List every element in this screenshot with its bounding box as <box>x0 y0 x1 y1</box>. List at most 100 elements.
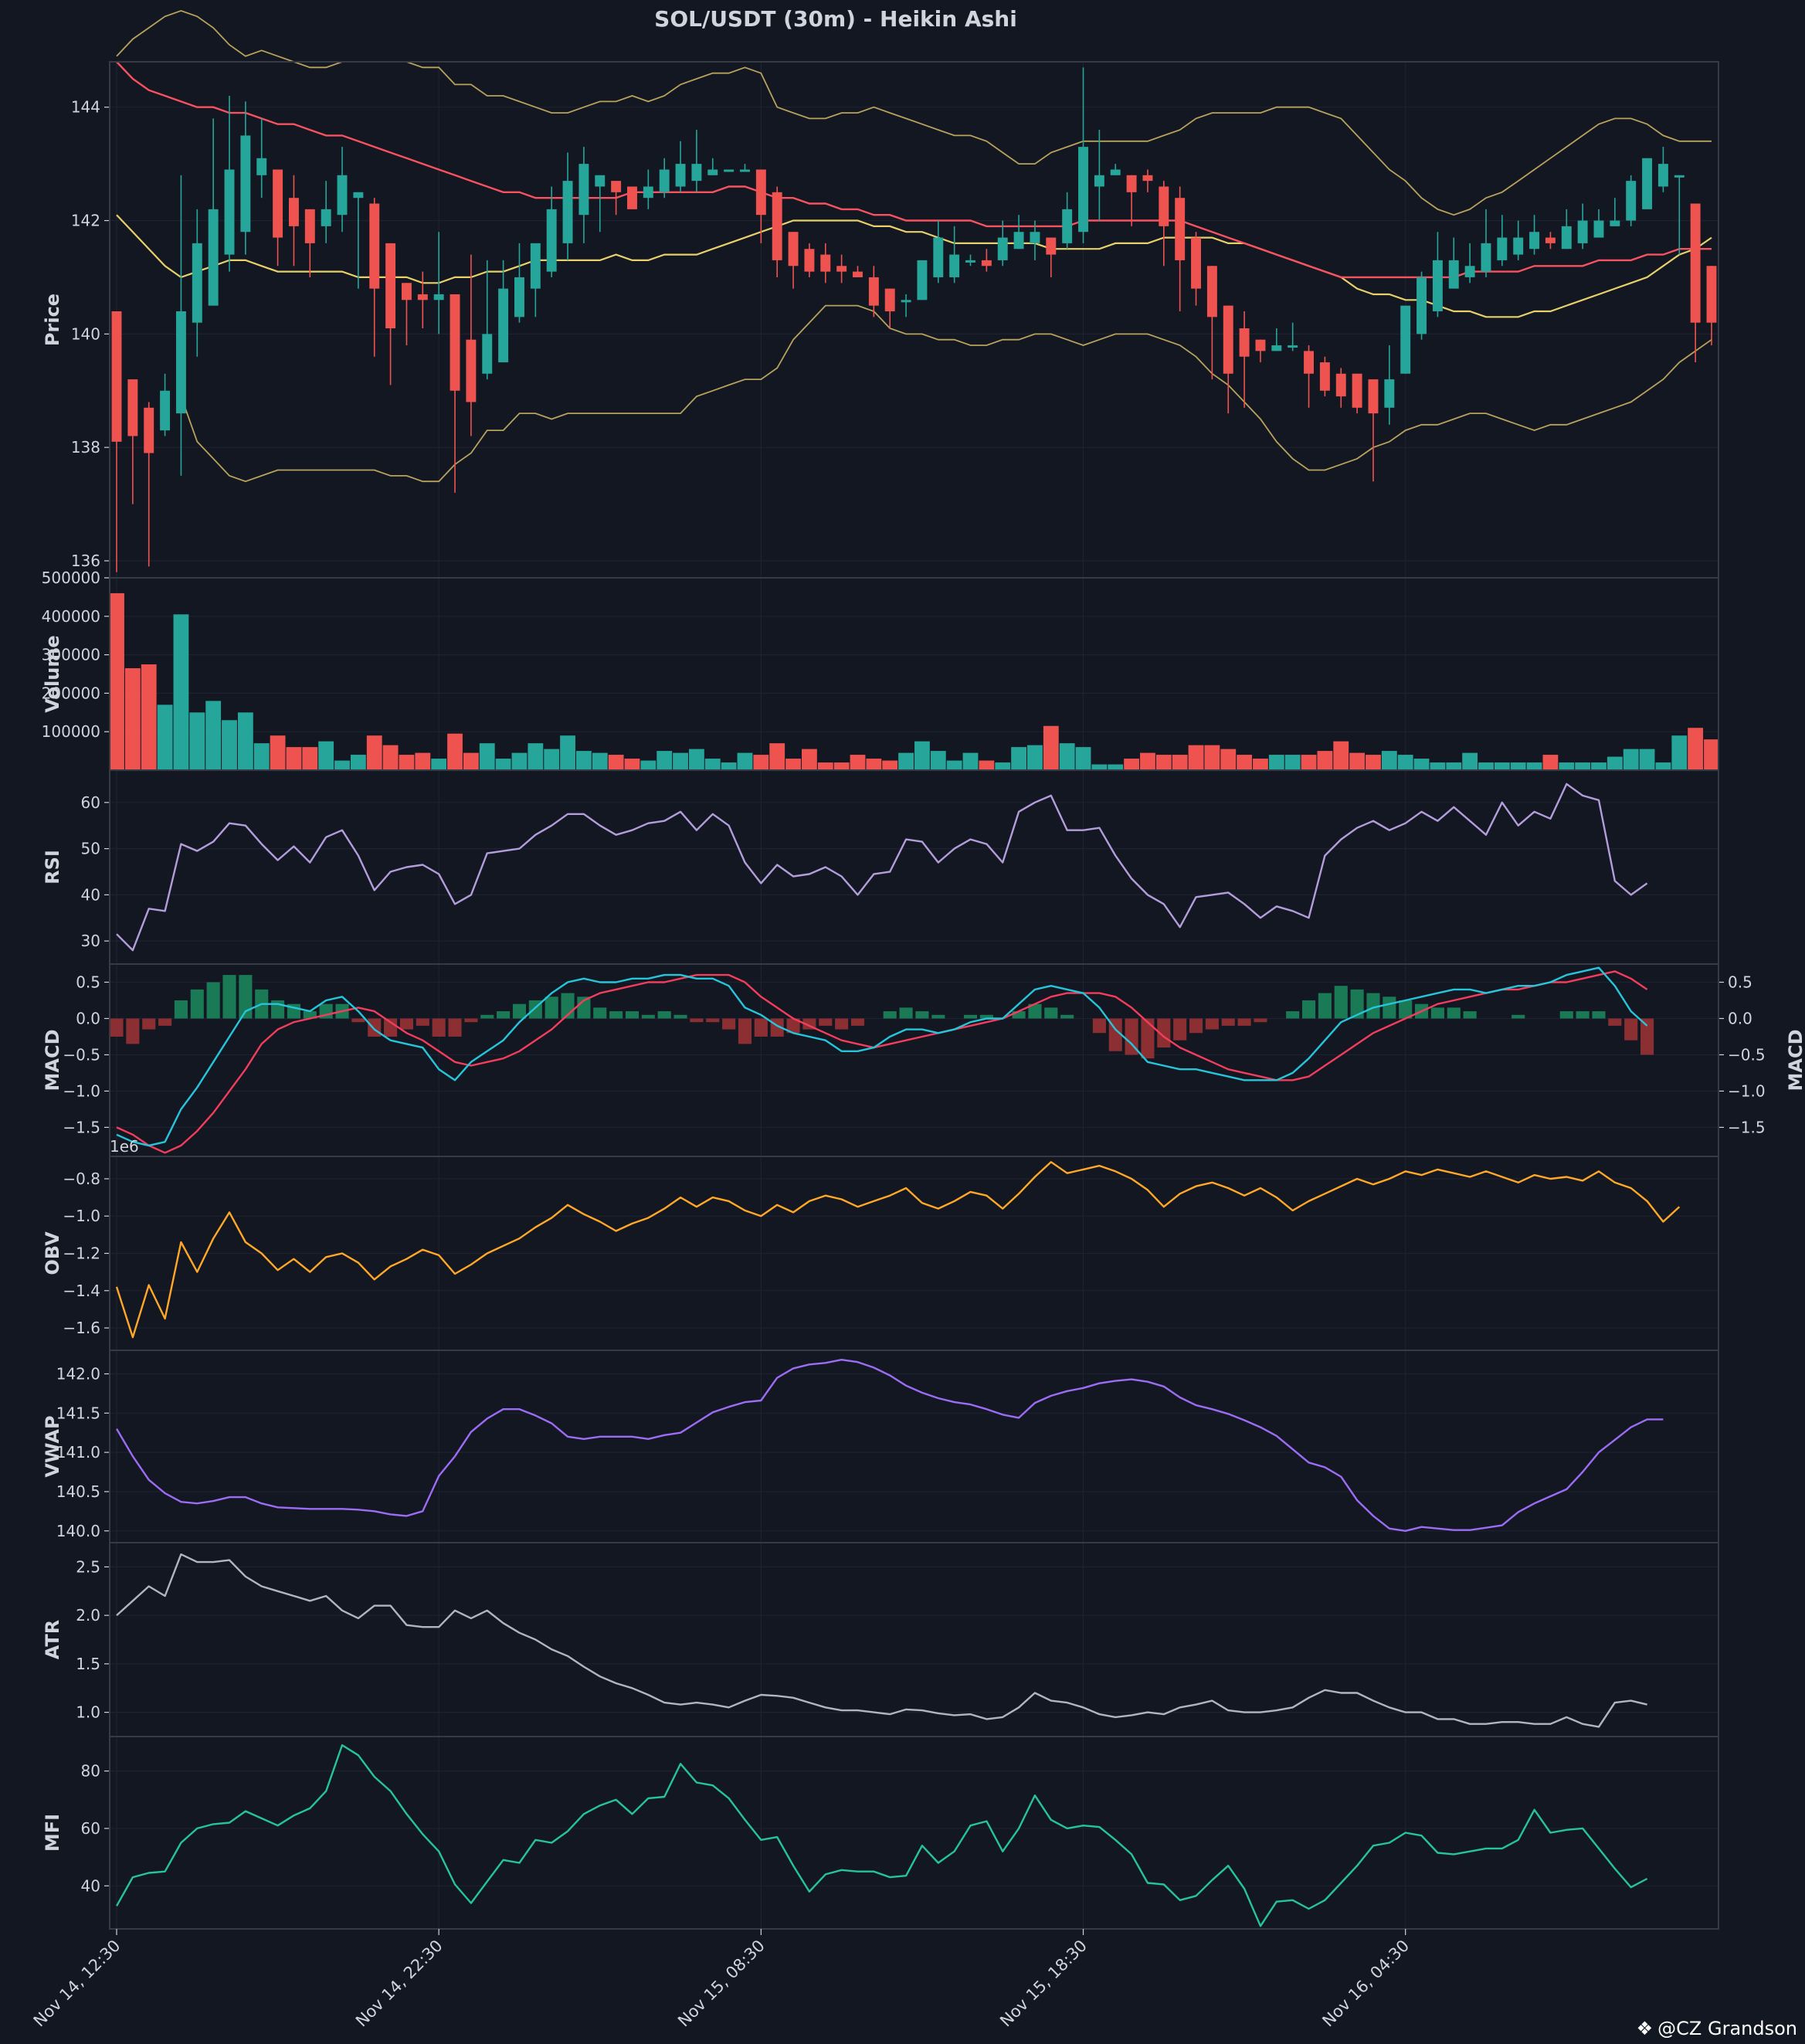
candle-body <box>724 169 735 172</box>
candle-body <box>1368 379 1379 414</box>
candle-body <box>433 294 444 300</box>
volume-bar <box>898 752 914 770</box>
macd-histogram-bar <box>126 1018 140 1044</box>
volume-bar <box>1366 755 1381 770</box>
macd-histogram-bar <box>738 1018 752 1044</box>
volume-axis-label: Volume <box>42 635 63 712</box>
macd-histogram-bar <box>206 982 220 1019</box>
volume-bar <box>592 752 608 770</box>
sma-line <box>116 214 1712 318</box>
macd-histogram-bar <box>706 1018 720 1023</box>
volume-bar <box>157 705 173 770</box>
volume-bar <box>1639 749 1655 770</box>
volume-tick-label: 100000 <box>42 722 100 741</box>
candle-body <box>1674 175 1685 178</box>
volume-bar <box>141 664 157 770</box>
macd-histogram-bar <box>657 1011 671 1019</box>
macd-histogram-bar <box>399 1018 414 1030</box>
volume-bar <box>205 701 222 770</box>
macd-histogram-bar <box>625 1011 640 1019</box>
obv-axis-label: OBV <box>42 1231 63 1275</box>
macd-panel: 0.5 0.5 0.0 0.0 −0.5 −0.5 −1.0 −1.0 −1.5 −1.5 MACD <box>42 973 1766 1136</box>
volume-bar <box>1623 749 1639 770</box>
volume-bar <box>1220 749 1237 770</box>
macd-histogram-bar <box>1318 993 1332 1019</box>
price-panel: 136 138 140 142 144 Price <box>42 98 1718 570</box>
macd-histogram-bar <box>963 1014 978 1019</box>
macd-histogram-bar <box>1334 986 1348 1019</box>
candle-body <box>804 249 815 272</box>
macd-histogram-bar <box>1592 1011 1606 1019</box>
macd-histogram-bar <box>1028 1003 1042 1019</box>
candle-body <box>1513 237 1524 255</box>
macd-histogram-bar <box>883 1011 897 1019</box>
macd-histogram-bar <box>1237 1018 1251 1026</box>
macd-tick-label: 0.5 <box>76 973 100 991</box>
volume-bar <box>1655 762 1671 770</box>
macd-histogram-bar <box>690 1018 704 1023</box>
candle-body <box>1319 362 1330 391</box>
macd-histogram-bar <box>1399 1000 1413 1019</box>
candle-body <box>1046 237 1057 255</box>
atr-tick-label: 2.0 <box>76 1606 100 1625</box>
macd-line <box>116 966 1648 1147</box>
macd-histogram-bar <box>1254 1018 1267 1023</box>
candle-body <box>1206 266 1217 317</box>
macd-histogram-bar <box>1430 1007 1444 1019</box>
candle-body <box>1271 345 1282 351</box>
volume-bar <box>1671 735 1688 770</box>
macd-histogram-bar <box>850 1018 865 1026</box>
candle-body <box>1335 373 1346 397</box>
macd-histogram-bar <box>1286 1011 1300 1019</box>
candle-body <box>1400 305 1411 374</box>
volume-bar <box>1284 755 1301 770</box>
volume-bar <box>1704 739 1719 770</box>
candle-body <box>965 260 975 263</box>
candle-body <box>997 237 1008 260</box>
volume-bar <box>109 592 124 770</box>
volume-bar <box>930 751 946 770</box>
candle-body <box>192 243 202 323</box>
volume-bar <box>1494 762 1510 770</box>
price-tick-label: 136 <box>71 552 100 570</box>
candle-body <box>1175 198 1186 260</box>
candle-body <box>1191 237 1201 289</box>
volume-bar <box>560 735 575 770</box>
macd-histogram-bar <box>512 1003 527 1019</box>
price-tick-label: 142 <box>71 212 100 230</box>
mfi-tick-label: 80 <box>81 1762 100 1781</box>
macd-histogram-bar <box>915 1011 929 1019</box>
macd-histogram-bar <box>931 1014 945 1019</box>
volume-bar <box>914 741 930 770</box>
watermark: ❖ @CZ Grandson <box>1637 2018 1797 2039</box>
volume-bar <box>544 749 560 770</box>
volume-bar <box>689 749 704 770</box>
volume-bar <box>1478 762 1494 770</box>
macd-histogram-bar <box>497 1011 511 1019</box>
volume-tick-label: 500000 <box>42 569 100 587</box>
volume-bar <box>415 752 431 770</box>
candle-body <box>1481 243 1491 272</box>
vwap-frame <box>109 1350 1719 1543</box>
macd-histogram-bar <box>1640 1018 1654 1055</box>
macd-histogram-bar <box>1141 1018 1155 1059</box>
macd-right-axis-label: MACD <box>1785 1030 1805 1092</box>
volume-bar <box>366 735 382 770</box>
volume-bar <box>1155 755 1172 770</box>
volume-frame <box>109 577 1719 771</box>
macd-histogram-bar <box>899 1007 913 1019</box>
vwap-tick-label: 140.0 <box>56 1522 100 1540</box>
macd-histogram-bar <box>754 1018 768 1037</box>
rsi-frame <box>109 769 1719 965</box>
candle-body <box>127 379 138 436</box>
macd-histogram-bar <box>786 1018 800 1034</box>
volume-bar <box>946 760 962 770</box>
candle-body <box>1288 345 1298 348</box>
volume-bar <box>640 760 657 770</box>
volume-bar <box>785 759 801 770</box>
candle-body <box>1078 147 1088 233</box>
macd-histogram-bar <box>1221 1018 1235 1026</box>
macd-histogram-bar <box>1108 1018 1122 1051</box>
candle-body <box>853 271 863 277</box>
volume-bar <box>737 752 753 770</box>
